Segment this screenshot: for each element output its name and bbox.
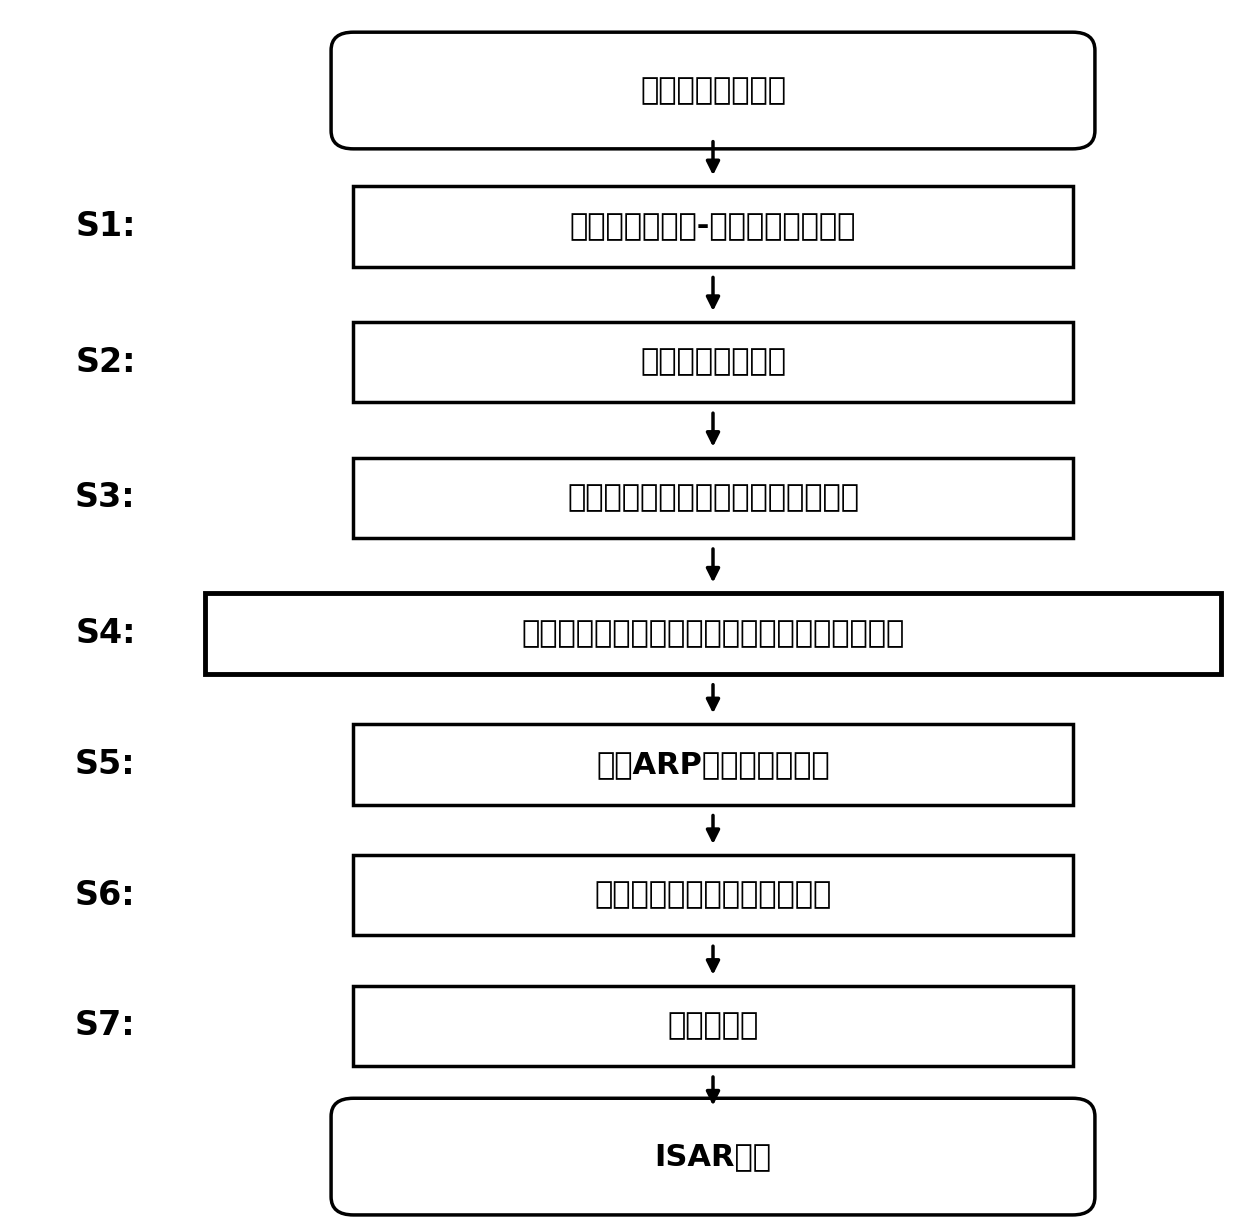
Text: ISAR图像: ISAR图像 [655,1142,771,1171]
Text: S7:: S7: [76,1010,135,1043]
FancyBboxPatch shape [205,594,1221,674]
Text: 目标有效数据提取: 目标有效数据提取 [640,347,786,377]
Text: 基于多项式拟合的目标平动参数估计: 基于多项式拟合的目标平动参数估计 [567,483,859,513]
FancyBboxPatch shape [353,985,1073,1066]
FancyBboxPatch shape [331,1098,1095,1215]
FancyBboxPatch shape [331,32,1095,148]
Text: 基于运动参数的同时包络对齐和相位校正粗补偿: 基于运动参数的同时包络对齐和相位校正粗补偿 [521,620,905,648]
Text: S4:: S4: [76,617,135,650]
Text: 宽带直采回波数据: 宽带直采回波数据 [640,76,786,106]
FancyBboxPatch shape [353,724,1073,805]
FancyBboxPatch shape [353,321,1073,402]
Text: 包络精对齐和相位校正精补偿: 包络精对齐和相位校正精补偿 [594,881,832,909]
Text: 方位向压缩: 方位向压缩 [667,1011,759,1040]
Text: S6:: S6: [76,879,135,912]
Text: S1:: S1: [76,210,135,243]
Text: S2:: S2: [76,346,135,379]
FancyBboxPatch shape [353,855,1073,935]
Text: 自适应高速运动-匹配滤波脉冲压缩: 自适应高速运动-匹配滤波脉冲压缩 [570,212,856,240]
Text: S3:: S3: [76,481,135,514]
FancyBboxPatch shape [353,187,1073,266]
Text: 基于ARP的分段相参积累: 基于ARP的分段相参积累 [596,750,830,779]
Text: S5:: S5: [76,748,135,780]
FancyBboxPatch shape [353,458,1073,539]
